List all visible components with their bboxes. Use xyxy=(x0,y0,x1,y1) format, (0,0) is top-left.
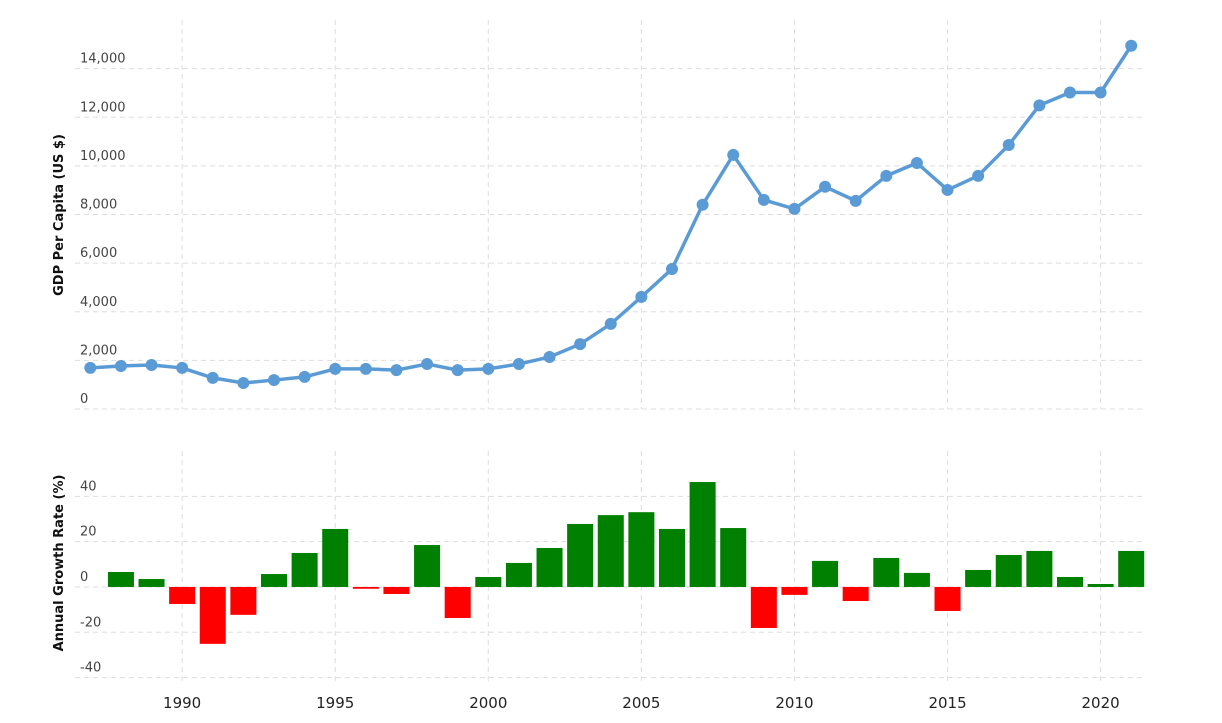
marker xyxy=(1125,39,1138,52)
bar xyxy=(1026,550,1053,587)
marker xyxy=(114,359,127,372)
bar xyxy=(352,586,379,589)
y-tick-label: 14,000 xyxy=(80,52,126,67)
marker xyxy=(910,156,923,169)
marker xyxy=(1094,86,1107,99)
bar xyxy=(475,576,502,587)
marker xyxy=(1033,99,1046,112)
marker xyxy=(696,198,709,211)
marker xyxy=(757,193,770,206)
marker xyxy=(451,364,464,377)
marker xyxy=(145,358,158,371)
bar xyxy=(720,528,747,587)
bar xyxy=(199,586,226,644)
marker xyxy=(482,362,495,375)
x-tick-label: 1995 xyxy=(316,694,354,712)
bar xyxy=(965,569,992,587)
bar xyxy=(138,579,165,587)
marker xyxy=(267,374,280,387)
marker xyxy=(390,364,403,377)
marker xyxy=(1063,86,1076,99)
marker xyxy=(880,169,893,182)
bar xyxy=(873,557,900,587)
bar xyxy=(812,560,839,587)
y-tick-label: 40 xyxy=(80,479,97,494)
marker xyxy=(635,290,648,303)
bar xyxy=(1118,550,1145,587)
y-tick-label: 8,000 xyxy=(80,198,117,213)
bar xyxy=(444,586,471,619)
y-tick-label: 20 xyxy=(80,525,97,540)
bar xyxy=(1056,576,1084,587)
bar xyxy=(230,586,257,615)
x-tick-label: 1990 xyxy=(163,694,201,712)
y-tick-label: 4,000 xyxy=(80,295,117,310)
marker xyxy=(329,362,342,375)
marker xyxy=(237,376,250,389)
x-tick-label: 2000 xyxy=(469,694,507,712)
y-tick-label: 12,000 xyxy=(80,100,126,115)
bar xyxy=(750,586,777,628)
marker xyxy=(512,358,525,371)
x-tick-label: 2005 xyxy=(622,694,660,712)
bar xyxy=(658,528,686,587)
y-axis-label: GDP Per Capita (US $) xyxy=(52,134,67,296)
marker xyxy=(543,350,556,363)
bar xyxy=(934,586,961,611)
y-tick-label: -40 xyxy=(80,661,101,676)
y-tick-label: 10,000 xyxy=(80,149,126,164)
bar xyxy=(322,528,349,587)
marker xyxy=(298,370,311,383)
marker xyxy=(941,183,954,196)
bar xyxy=(383,586,410,594)
bar xyxy=(842,586,869,602)
bar xyxy=(689,482,716,587)
bar xyxy=(260,574,288,587)
marker xyxy=(972,169,985,182)
bar xyxy=(536,547,563,587)
marker xyxy=(84,361,97,374)
marker xyxy=(1002,138,1015,151)
marker xyxy=(206,371,219,384)
marker xyxy=(727,148,740,161)
x-tick-label: 2020 xyxy=(1082,694,1120,712)
marker xyxy=(819,180,832,193)
y-tick-label: 2,000 xyxy=(80,343,117,358)
y-tick-label: 0 xyxy=(80,570,88,585)
bar xyxy=(107,572,134,587)
bar xyxy=(505,562,532,587)
bar xyxy=(903,572,930,587)
bar xyxy=(414,545,441,587)
bar xyxy=(291,552,318,587)
marker xyxy=(849,194,862,207)
x-tick-label: 2015 xyxy=(928,694,966,712)
marker xyxy=(359,362,372,375)
marker xyxy=(574,338,587,351)
bar xyxy=(995,555,1022,587)
y-axis-label: Annual Growth Rate (%) xyxy=(52,475,67,652)
marker xyxy=(665,262,678,275)
bar xyxy=(628,512,655,587)
y-tick-label: -20 xyxy=(80,615,101,630)
bar xyxy=(597,515,624,587)
marker xyxy=(176,361,189,374)
x-tick-label: 2010 xyxy=(775,694,813,712)
bar xyxy=(1087,584,1114,587)
marker xyxy=(604,317,617,330)
marker xyxy=(421,358,434,371)
bar xyxy=(567,523,594,587)
y-tick-label: 0 xyxy=(80,392,88,407)
marker xyxy=(788,202,801,215)
bar xyxy=(169,586,196,604)
y-tick-label: 6,000 xyxy=(80,246,117,261)
bar xyxy=(781,586,808,595)
